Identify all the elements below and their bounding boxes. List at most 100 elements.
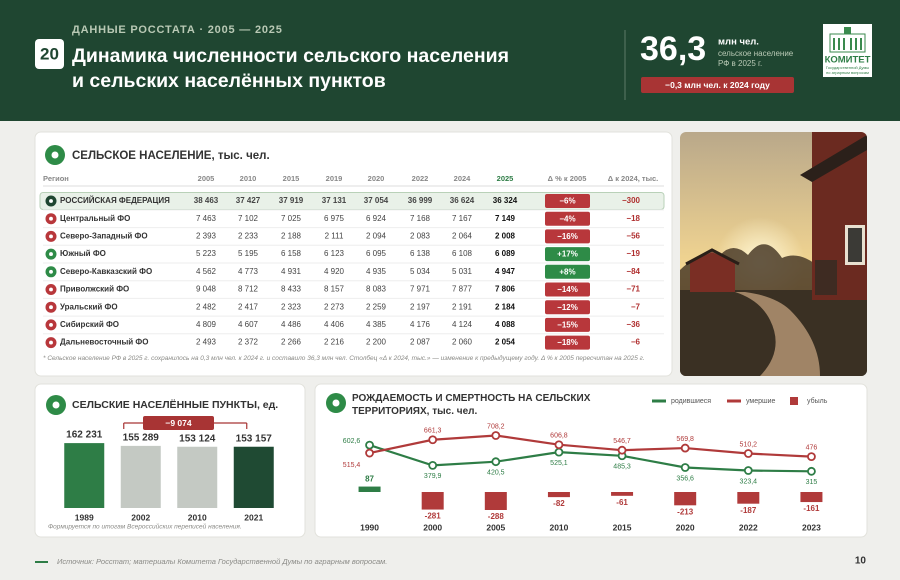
cell: 4 773: [238, 267, 259, 276]
delta-abs: −19: [626, 249, 640, 258]
cell: 2 273: [324, 302, 345, 311]
icon-dot: [49, 234, 53, 239]
region: Центральный ФО: [60, 214, 130, 223]
value-label: 315: [806, 479, 818, 486]
icon-dot: [49, 252, 53, 257]
logo-title: КОМИТЕТ: [825, 55, 871, 66]
icon-dot: [49, 269, 53, 274]
x-tick-label: 2021: [244, 512, 263, 522]
bar-label: -161: [803, 504, 820, 513]
delta-pill: [545, 335, 590, 350]
bar: [547, 492, 570, 498]
cell: 2 417: [238, 302, 259, 311]
kpi-caption: РФ в 2025 г.: [718, 59, 762, 68]
x-tick-label: 2015: [613, 522, 632, 532]
cell: 4 406: [324, 320, 345, 329]
point: [743, 466, 753, 475]
point: [365, 448, 374, 458]
cell: 6 924: [366, 214, 387, 223]
legend-swatch: [790, 397, 798, 405]
table-note: * Сельское население РФ в 2025 г. сохран…: [43, 355, 645, 362]
cell: 6 975: [324, 214, 345, 223]
delta-abs: −300: [622, 196, 641, 205]
bar: [358, 486, 381, 492]
cell: 2 259: [366, 302, 387, 311]
kpi-change-pill: [641, 77, 794, 93]
delta-pct: −6%: [559, 197, 575, 206]
chart-note: Формируется по итогам Всероссийских пере…: [48, 523, 242, 531]
cell: 7 463: [196, 214, 217, 223]
column-header: Δ к 2024, тыс.: [608, 174, 659, 183]
delta-pct: +8%: [559, 267, 575, 276]
cell: 4 088: [495, 320, 516, 329]
point: [554, 447, 564, 457]
point: [807, 452, 816, 462]
line: [369, 444, 812, 473]
cell: 36 624: [450, 196, 475, 205]
badge-number: 20: [40, 44, 59, 63]
cell: 6 158: [281, 249, 302, 258]
kpi-value: 36,3: [640, 30, 706, 68]
x-tick-label: 2010: [188, 512, 207, 522]
cell: 37 919: [279, 196, 304, 205]
cell: 2 094: [366, 232, 387, 241]
cell: 8 433: [281, 285, 302, 294]
delta-abs: −71: [626, 285, 640, 294]
region: Дальневосточный ФО: [60, 338, 148, 347]
legend-label: убыль: [807, 397, 828, 405]
delta-abs: −36: [626, 320, 640, 329]
region: РОССИЙСКАЯ ФЕДЕРАЦИЯ: [60, 196, 170, 205]
region: Приволжский ФО: [60, 285, 129, 294]
bar: [484, 492, 507, 510]
badge: [35, 39, 64, 69]
point: [428, 435, 438, 445]
cell: 4 562: [196, 267, 217, 276]
value-label: 420,5: [487, 470, 505, 477]
icon-dot: [52, 401, 60, 409]
bar: [737, 492, 760, 504]
cell: 2 054: [495, 338, 516, 347]
value-label: 602,6: [343, 438, 361, 445]
bar: [120, 445, 161, 508]
delta-pill: [545, 247, 590, 262]
bar-label: -281: [425, 512, 442, 521]
logo-emblem: [829, 27, 866, 53]
bar-label: -61: [616, 498, 628, 507]
point: [743, 449, 753, 458]
value-label: 153 157: [236, 433, 273, 444]
column-header: 2022: [412, 174, 429, 183]
x-tick-label: 2023: [802, 522, 821, 532]
kpi-caption: сельское население: [718, 49, 794, 58]
cell: 4 176: [410, 320, 431, 329]
cell: 2 323: [281, 302, 302, 311]
bar: [421, 492, 444, 510]
cell: 6 089: [495, 249, 516, 258]
value-label: 162 231: [66, 430, 103, 441]
cell: 2 008: [495, 232, 516, 241]
cell: 4 124: [452, 320, 473, 329]
cell: 7 877: [452, 285, 473, 294]
cell: 6 138: [410, 249, 431, 258]
logo-subtitle: по аграрным вопросам: [826, 70, 869, 75]
value-label: 606,8: [550, 433, 568, 440]
delta-abs: −56: [626, 232, 640, 241]
cell: 2 197: [410, 302, 431, 311]
column-header: 2019: [326, 174, 343, 183]
value-label: 525,1: [550, 460, 568, 467]
kpi-unit: млн чел.: [718, 37, 759, 48]
delta-pill: [545, 300, 590, 315]
column-header: Регион: [43, 174, 69, 183]
bar: [611, 492, 634, 496]
cell: 4 486: [281, 320, 302, 329]
photo: [680, 132, 867, 376]
chart-title: СЕЛЬСКИЕ НАСЕЛЁННЫЕ ПУНКТЫ, ед.: [72, 398, 278, 411]
value-label: 153 124: [179, 433, 216, 444]
cell: 4 385: [366, 320, 387, 329]
delta-abs: −18: [626, 214, 640, 223]
value-label: 476: [806, 444, 818, 451]
cell: 6 123: [324, 249, 345, 258]
bar: [674, 492, 697, 506]
delta-pct: −15%: [557, 321, 578, 330]
point: [365, 440, 374, 450]
